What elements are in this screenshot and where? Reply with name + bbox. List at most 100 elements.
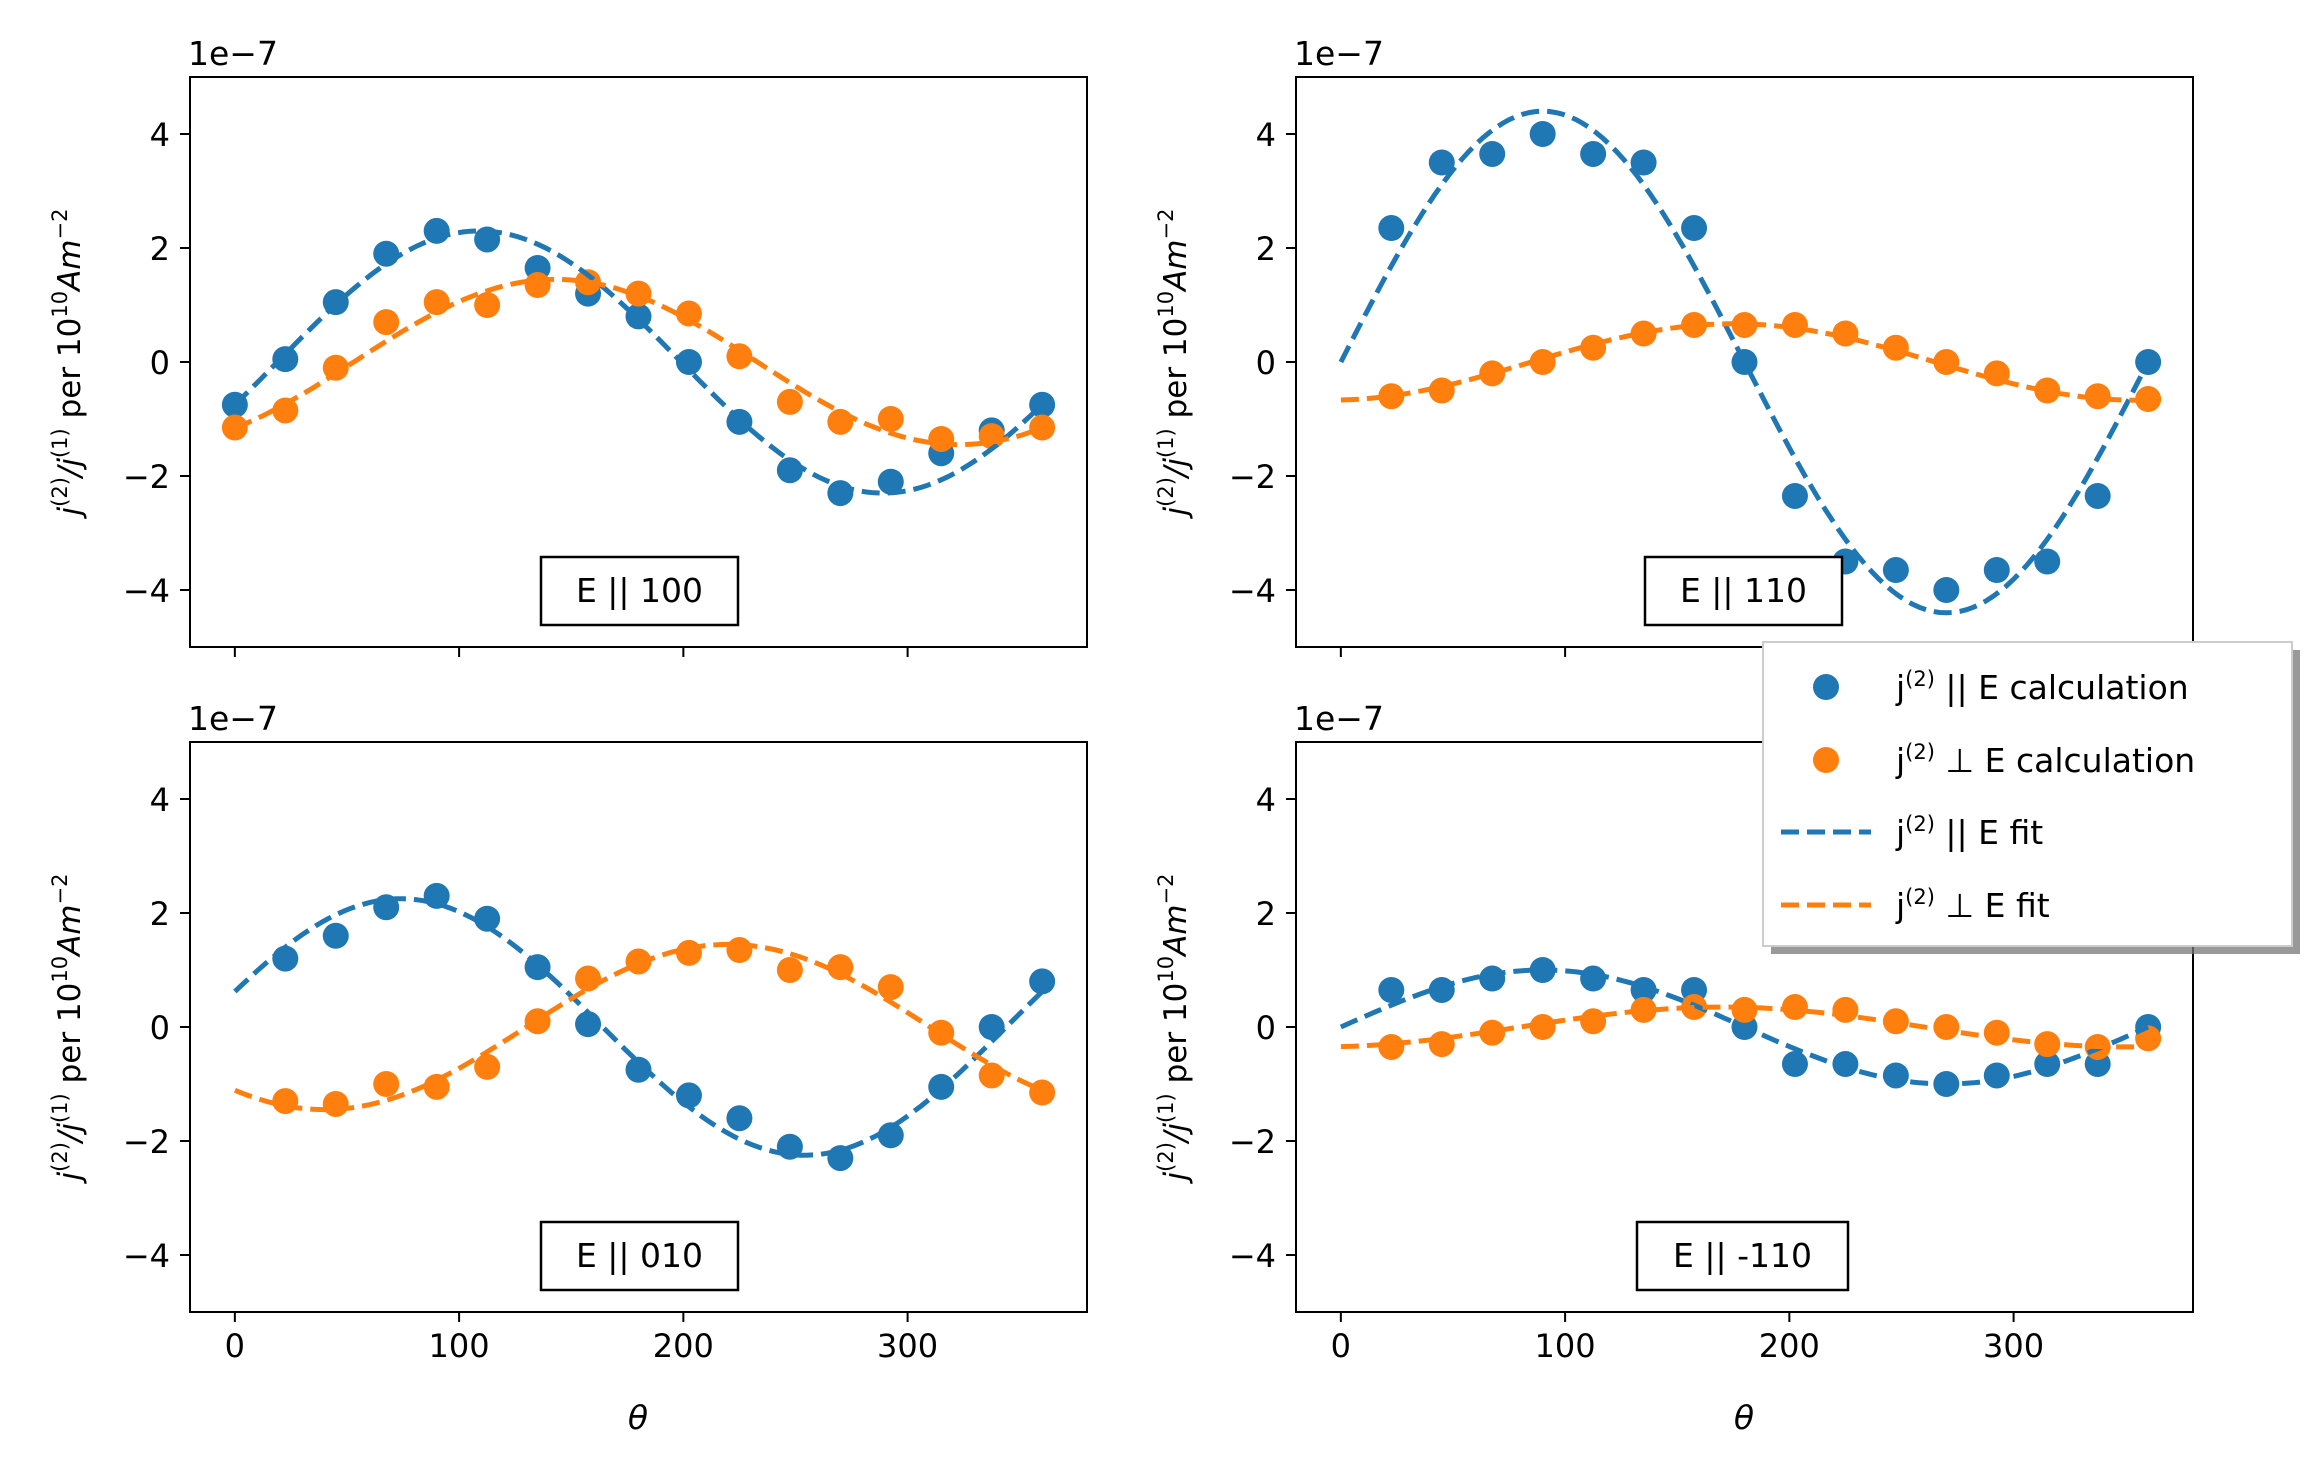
y-tick-label: 2 [150, 895, 170, 933]
x-tick-label: 200 [1759, 1327, 1820, 1365]
data-point [1378, 976, 1405, 1003]
data-point [877, 468, 904, 495]
x-tick-label: 300 [877, 1327, 938, 1365]
y-tick-label: −2 [1229, 1123, 1276, 1161]
annotation-box: E || 100 [539, 555, 740, 627]
plot-area [221, 217, 1056, 507]
data-point [1479, 1019, 1506, 1046]
data-point [1933, 577, 1960, 603]
annotation-box: E || 010 [539, 1220, 740, 1292]
svg-text:E || 110: E || 110 [1680, 571, 1807, 610]
axes-frame [189, 741, 1088, 1313]
data-point [1479, 360, 1506, 387]
y-tick-label: −4 [1229, 572, 1276, 610]
data-point [726, 1105, 753, 1132]
data-point [928, 425, 955, 452]
data-point [827, 954, 854, 981]
x-axis-label: θ [1734, 1398, 1754, 1437]
data-point [373, 1071, 400, 1097]
y-tick-label: 4 [1256, 116, 1276, 154]
series-perp-points [1378, 994, 2162, 1060]
y-axis-label: j(2)/j(1) per 1010Am−2 [48, 874, 88, 1185]
x-axis-label: θ [628, 1398, 648, 1437]
y-tick-label: 2 [1256, 230, 1276, 268]
svg-text:j(2) ⊥ E fit: j(2) ⊥ E fit [1895, 885, 2050, 925]
data-point [978, 1014, 1005, 1040]
svg-text:E || -110: E || -110 [1673, 1236, 1812, 1275]
data-point [1428, 149, 1455, 176]
data-point [272, 397, 299, 424]
axis-ticks: −4 −2 0 2 4 0 100 200 300 [123, 781, 938, 1365]
data-point [675, 349, 702, 375]
data-point [1378, 383, 1405, 410]
data-point [2135, 349, 2162, 375]
scale-label: 1e−7 [188, 699, 278, 738]
data-point [1029, 414, 1056, 441]
data-point [877, 974, 904, 1001]
data-point [1882, 1062, 1909, 1089]
fit-line-par [233, 896, 1044, 1158]
fit-line-perp [233, 941, 1044, 1113]
data-point [1832, 1051, 1859, 1078]
data-point [726, 937, 753, 964]
data-point [877, 406, 904, 432]
legend-entry-perp-calc: j(2) ⊥ E calculation [1813, 740, 2195, 780]
data-point [2034, 377, 2061, 404]
x-tick-label: 200 [653, 1327, 714, 1365]
y-tick-label: 4 [150, 116, 170, 154]
data-point [1029, 968, 1056, 995]
legend-entry-par-calc: j(2) || E calculation [1813, 667, 2189, 707]
data-point [726, 343, 753, 370]
legend-entry-par-fit: j(2) || E fit [1781, 812, 2043, 852]
y-tick-label: 0 [1256, 1009, 1276, 1047]
data-point [575, 965, 602, 992]
data-point [524, 272, 551, 299]
data-point [1933, 1014, 1960, 1040]
x-tick-label: 300 [1983, 1327, 2044, 1365]
y-tick-label: 0 [150, 1009, 170, 1047]
data-point [423, 1073, 450, 1100]
data-point [423, 289, 450, 316]
data-point [1983, 1019, 2010, 1046]
y-tick-label: 0 [150, 344, 170, 382]
axes-frame [1295, 76, 2194, 648]
x-tick-label: 0 [225, 1327, 245, 1365]
data-point [776, 388, 803, 415]
data-point [1832, 996, 1859, 1023]
plot-area [1339, 957, 2162, 1097]
y-tick-label: 2 [1256, 895, 1276, 933]
data-point [474, 292, 501, 318]
y-axis-label: j(2)/j(1) per 1010Am−2 [1154, 209, 1194, 520]
x-tick-label: 100 [429, 1327, 490, 1365]
x-tick-label: 100 [1535, 1327, 1596, 1365]
y-tick-label: −4 [1229, 1237, 1276, 1275]
axis-ticks: −4 −2 0 2 4 0 100 200 300 [1229, 781, 2044, 1365]
data-point [827, 408, 854, 435]
data-point [1479, 965, 1506, 992]
svg-text:j(2) || E calculation: j(2) || E calculation [1895, 667, 2189, 707]
fit-line-par [1339, 967, 2150, 1087]
x-tick-label: 0 [1331, 1327, 1351, 1365]
data-point [1378, 1033, 1405, 1060]
fit-line-perp [233, 276, 1043, 448]
svg-text:E || 100: E || 100 [576, 571, 703, 610]
data-point [322, 1090, 349, 1117]
data-point [675, 300, 702, 327]
y-tick-label: −2 [123, 1123, 170, 1161]
data-point [1580, 965, 1607, 992]
data-point [322, 354, 349, 381]
data-point [1681, 311, 1708, 338]
subplot-e-minus-110: −4 −2 0 2 4 0 100 200 300 1e−7 j(2)/j(1) per 101… [1154, 699, 2194, 1437]
data-point [373, 309, 400, 336]
data-point [474, 905, 501, 932]
data-point [1479, 140, 1506, 167]
scale-label: 1e−7 [188, 34, 278, 73]
data-point [2084, 383, 2111, 410]
fit-line-par [233, 228, 1044, 496]
svg-text:j(2) ⊥ E calculation: j(2) ⊥ E calculation [1895, 740, 2195, 780]
data-point [322, 922, 349, 949]
data-point [1378, 215, 1405, 242]
data-point [1781, 994, 1808, 1021]
annotation-box: E || 110 [1643, 555, 1844, 627]
